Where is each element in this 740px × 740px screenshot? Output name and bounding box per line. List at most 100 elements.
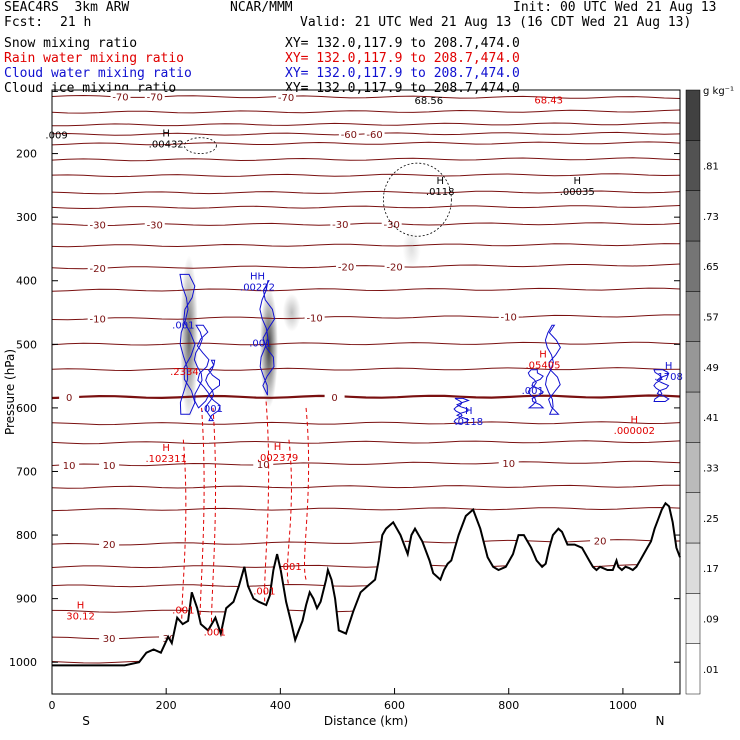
field-xy-cloud-water: XY= 132.0,117.9 to 208.7,474.0 bbox=[285, 66, 520, 81]
snow-shade-3 bbox=[402, 229, 421, 269]
isotherm-line bbox=[51, 421, 681, 426]
plot-frame bbox=[51, 89, 681, 695]
model-title: SEAC4RS 3km ARW bbox=[4, 0, 130, 15]
terrain-line bbox=[52, 501, 681, 667]
max-marker: H bbox=[573, 176, 581, 187]
snow-shade-2 bbox=[282, 293, 301, 332]
cloud-water-contour bbox=[544, 324, 561, 415]
max-value: .001 bbox=[522, 386, 544, 397]
isotherm-label-bg bbox=[336, 260, 357, 272]
rain-water-contour bbox=[199, 407, 205, 641]
x-tick-label: 200 bbox=[156, 699, 177, 712]
colorbar-label: .09 bbox=[703, 615, 719, 626]
colorbar-segment bbox=[685, 89, 701, 141]
max-marker: H bbox=[539, 350, 547, 361]
max-value: 68.56 bbox=[414, 96, 443, 107]
field-label-cloud-water: Cloud water mixing ratio bbox=[4, 66, 192, 81]
isotherm-label: 10 bbox=[103, 461, 116, 472]
field-xy-rain: XY= 132.0,117.9 to 208.7,474.0 bbox=[285, 51, 520, 66]
x-tick-label: 400 bbox=[270, 699, 291, 712]
colorbar-label: .01 bbox=[703, 665, 719, 676]
isotherm-10 bbox=[51, 460, 681, 467]
max-value: .001 bbox=[172, 321, 194, 332]
isotherm-label-bg bbox=[330, 218, 351, 230]
isotherm-label: -20 bbox=[90, 264, 106, 275]
isotherm-label-bg bbox=[87, 261, 108, 273]
y-tick-label: 600 bbox=[16, 402, 37, 415]
max-value: .2334 bbox=[170, 367, 199, 378]
isotherm-label-bg bbox=[498, 456, 519, 468]
isotherm-line bbox=[51, 506, 681, 512]
colorbar-segment bbox=[685, 492, 701, 544]
colorbar-segment bbox=[685, 341, 701, 393]
terrain-layer bbox=[52, 501, 681, 694]
y-tick-label: 200 bbox=[16, 148, 37, 161]
isotherm-label: -70 bbox=[147, 93, 163, 104]
isotherm-label-bg bbox=[364, 127, 385, 139]
max-marker: H bbox=[162, 128, 170, 139]
isotherm-label: 20 bbox=[594, 537, 607, 548]
isotherm-label: 10 bbox=[257, 460, 270, 471]
isotherm-label-bg bbox=[498, 310, 519, 322]
forecast-label: Fcst: bbox=[4, 15, 44, 30]
colorbar-label: .33 bbox=[703, 464, 719, 475]
x-tick-label: 600 bbox=[384, 699, 405, 712]
colorbar-segment bbox=[685, 291, 701, 342]
colorbar-label: .73 bbox=[703, 212, 719, 223]
org-label: NCAR/MMM bbox=[230, 0, 293, 15]
x-tick-label: 1000 bbox=[609, 699, 637, 712]
colorbar-label: .41 bbox=[703, 413, 719, 424]
isotherm-line bbox=[51, 287, 681, 292]
isotherm-label: -70 bbox=[278, 93, 294, 104]
isotherm-20 bbox=[51, 539, 681, 546]
isotherm-label-bg bbox=[324, 390, 345, 402]
max-value: .1708 bbox=[654, 372, 683, 383]
colorbar-label: .49 bbox=[703, 363, 719, 374]
max-value: .000002 bbox=[614, 426, 655, 437]
max-value: .0118 bbox=[454, 417, 483, 428]
field-xy-cloud-ice: XY= 132.0,117.9 to 208.7,474.0 bbox=[285, 81, 520, 96]
isotherm-label-bg bbox=[99, 538, 120, 550]
isotherm--10 bbox=[51, 314, 680, 321]
max-marker: H bbox=[77, 601, 85, 612]
isotherm-label: -10 bbox=[501, 313, 517, 324]
max-marker: H bbox=[665, 361, 673, 372]
cloud-water-contour bbox=[205, 359, 221, 422]
isotherm-label-bg bbox=[590, 534, 611, 546]
rain-water-contour bbox=[264, 401, 270, 612]
isotherm-label: 0 bbox=[66, 393, 72, 404]
colorbar-segment bbox=[685, 593, 701, 644]
terrain-fill bbox=[52, 503, 680, 694]
isotherm-label: -30 bbox=[147, 221, 163, 232]
y-tick-label: 500 bbox=[16, 338, 37, 351]
north-label: N bbox=[656, 714, 665, 728]
isotherm-label: -10 bbox=[90, 315, 106, 326]
max-value: .05405 bbox=[525, 361, 560, 372]
isotherm-label-bg bbox=[338, 127, 359, 139]
max-marker: HH bbox=[250, 271, 265, 282]
max-marker: H bbox=[436, 176, 444, 187]
colorbar-segment bbox=[685, 190, 701, 242]
isotherm-label-bg bbox=[304, 311, 325, 323]
isotherm-label: -10 bbox=[306, 314, 322, 325]
y-axis-label: Pressure (hPa) bbox=[3, 349, 17, 435]
max-marker: H bbox=[274, 442, 282, 453]
isotherm-line bbox=[51, 157, 681, 162]
max-value: .001 bbox=[204, 628, 226, 639]
cloud-ice-contour bbox=[184, 137, 217, 154]
colorbar-label: .81 bbox=[703, 162, 719, 173]
isotherm-label: -30 bbox=[384, 220, 400, 231]
isotherm-label: -60 bbox=[341, 130, 357, 141]
max-value: .001 bbox=[249, 338, 271, 349]
colorbar-segment bbox=[685, 442, 701, 493]
x-tick-label: 0 bbox=[49, 699, 56, 712]
isotherm-label-bg bbox=[144, 218, 165, 230]
rain-water-contour bbox=[286, 439, 292, 587]
max-value: .0118 bbox=[426, 187, 455, 198]
y-tick-label: 800 bbox=[16, 529, 37, 542]
max-value: .001 bbox=[201, 404, 223, 415]
isotherm-label-bg bbox=[99, 458, 120, 470]
isotherm-line bbox=[51, 190, 681, 195]
colorbar-label: .17 bbox=[703, 564, 719, 575]
isotherm-label: -20 bbox=[386, 262, 402, 273]
